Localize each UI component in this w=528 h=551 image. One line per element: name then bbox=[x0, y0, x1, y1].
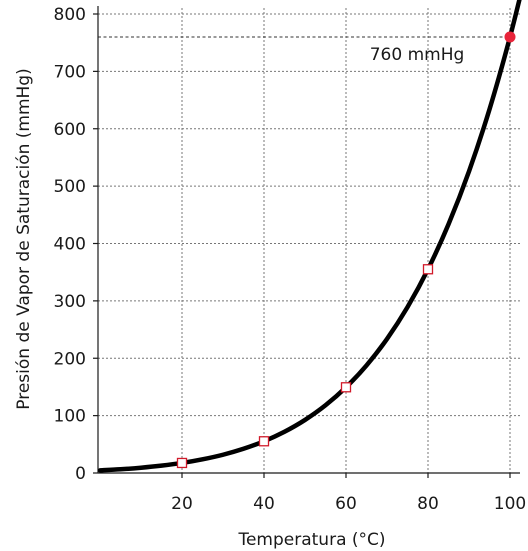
y-tick-label-200: 200 bbox=[54, 349, 86, 369]
y-tick-label-600: 600 bbox=[54, 120, 86, 140]
vapor-pressure-curve bbox=[98, 0, 522, 473]
curve-group bbox=[98, 0, 522, 473]
tick-labels: 0 100 200 300 400 500 600 700 800 20 40 60 80 100 bbox=[54, 5, 527, 514]
y-axis-title: Presión de Vapor de Saturación (mmHg) bbox=[14, 68, 34, 409]
axes bbox=[93, 6, 520, 478]
data-point-80 bbox=[422, 264, 434, 275]
y-tick-label-400: 400 bbox=[54, 235, 86, 255]
reference-line-label: 760 mmHg bbox=[370, 45, 465, 65]
y-tick-label-300: 300 bbox=[54, 292, 86, 312]
x-tick-label-80: 80 bbox=[417, 494, 439, 514]
x-axis-title: Temperatura (°C) bbox=[237, 530, 385, 550]
grid bbox=[98, 8, 520, 473]
x-tick-label-100: 100 bbox=[494, 494, 526, 514]
y-tick-label-800: 800 bbox=[54, 5, 86, 25]
markers bbox=[176, 31, 516, 469]
y-tick-label-100: 100 bbox=[54, 407, 86, 427]
boiling-point-marker bbox=[504, 31, 516, 43]
data-point-60 bbox=[340, 382, 352, 393]
y-tick-label-700: 700 bbox=[54, 62, 86, 82]
data-point-20 bbox=[176, 457, 188, 469]
data-point-40 bbox=[258, 436, 270, 447]
y-tick-label-500: 500 bbox=[54, 177, 86, 197]
x-tick-label-20: 20 bbox=[171, 494, 193, 514]
y-tick-label-0: 0 bbox=[75, 464, 86, 484]
x-tick-label-60: 60 bbox=[335, 494, 357, 514]
x-tick-label-40: 40 bbox=[253, 494, 275, 514]
